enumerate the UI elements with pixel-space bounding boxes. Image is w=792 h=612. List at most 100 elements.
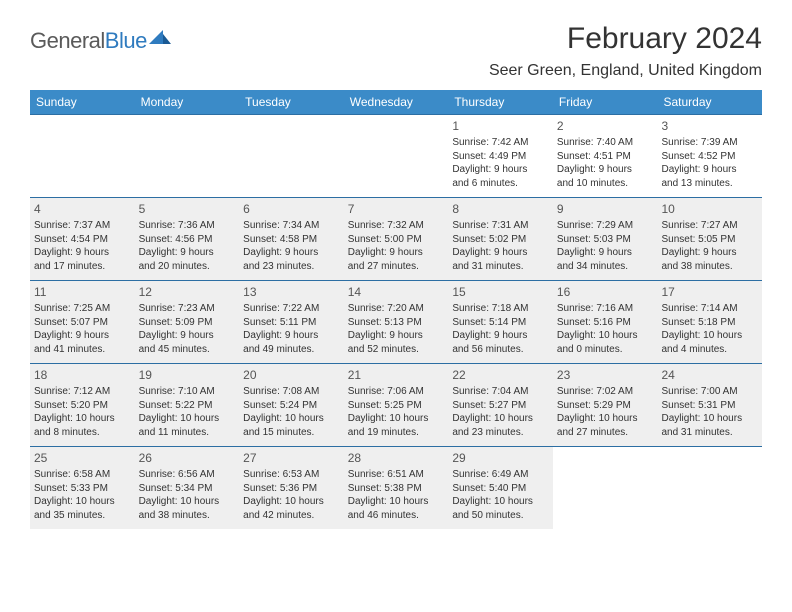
- sunrise-text: Sunrise: 7:29 AM: [557, 219, 654, 233]
- daylight2-text: and 38 minutes.: [139, 509, 236, 523]
- day-number: 10: [661, 201, 758, 217]
- sunrise-text: Sunrise: 7:00 AM: [661, 385, 758, 399]
- daylight1-text: Daylight: 10 hours: [452, 412, 549, 426]
- day-number: 9: [557, 201, 654, 217]
- daylight2-text: and 13 minutes.: [661, 177, 758, 191]
- day-number: 6: [243, 201, 340, 217]
- sunset-text: Sunset: 5:11 PM: [243, 316, 340, 330]
- sunset-text: Sunset: 5:03 PM: [557, 233, 654, 247]
- calendar-cell: 18Sunrise: 7:12 AMSunset: 5:20 PMDayligh…: [30, 364, 135, 446]
- sunrise-text: Sunrise: 6:58 AM: [34, 468, 131, 482]
- sunset-text: Sunset: 5:00 PM: [348, 233, 445, 247]
- daylight2-text: and 8 minutes.: [34, 426, 131, 440]
- daylight2-text: and 34 minutes.: [557, 260, 654, 274]
- daylight1-text: Daylight: 10 hours: [34, 412, 131, 426]
- sunset-text: Sunset: 5:27 PM: [452, 399, 549, 413]
- calendar-cell: 5Sunrise: 7:36 AMSunset: 4:56 PMDaylight…: [135, 198, 240, 280]
- day-header-thursday: Thursday: [448, 90, 553, 114]
- sunrise-text: Sunrise: 7:16 AM: [557, 302, 654, 316]
- day-number: 4: [34, 201, 131, 217]
- logo-mark-icon: [149, 30, 173, 53]
- calendar-cell: 21Sunrise: 7:06 AMSunset: 5:25 PMDayligh…: [344, 364, 449, 446]
- daylight2-text: and 50 minutes.: [452, 509, 549, 523]
- calendar-cell: [30, 115, 135, 197]
- day-number: 21: [348, 367, 445, 383]
- daylight2-text: and 31 minutes.: [661, 426, 758, 440]
- sunrise-text: Sunrise: 6:49 AM: [452, 468, 549, 482]
- day-header-sunday: Sunday: [30, 90, 135, 114]
- day-number: 26: [139, 450, 236, 466]
- daylight1-text: Daylight: 10 hours: [557, 412, 654, 426]
- calendar-cell: 9Sunrise: 7:29 AMSunset: 5:03 PMDaylight…: [553, 198, 658, 280]
- calendar-cell: 24 Sunrise: 7:00 AMSunset: 5:31 PMDayligh…: [657, 364, 762, 446]
- title-block: February 2024 Seer Green, England, Unite…: [489, 22, 762, 80]
- sunrise-text: Sunrise: 6:51 AM: [348, 468, 445, 482]
- calendar-cell: 7Sunrise: 7:32 AMSunset: 5:00 PMDaylight…: [344, 198, 449, 280]
- day-number: 20: [243, 367, 340, 383]
- daylight2-text: and 4 minutes.: [661, 343, 758, 357]
- sunrise-text: Sunrise: 7:22 AM: [243, 302, 340, 316]
- daylight1-text: Daylight: 9 hours: [139, 246, 236, 260]
- day-number: 2: [557, 118, 654, 134]
- day-number: 8: [452, 201, 549, 217]
- calendar-cell: 29Sunrise: 6:49 AMSunset: 5:40 PMDayligh…: [448, 447, 553, 529]
- calendar-cell: 12Sunrise: 7:23 AMSunset: 5:09 PMDayligh…: [135, 281, 240, 363]
- sunrise-text: Sunrise: 6:53 AM: [243, 468, 340, 482]
- daylight2-text: and 31 minutes.: [452, 260, 549, 274]
- sunrise-text: Sunrise: 7:39 AM: [661, 136, 758, 150]
- day-header-monday: Monday: [135, 90, 240, 114]
- day-header-wednesday: Wednesday: [344, 90, 449, 114]
- sunset-text: Sunset: 5:13 PM: [348, 316, 445, 330]
- calendar-cell: 25Sunrise: 6:58 AMSunset: 5:33 PMDayligh…: [30, 447, 135, 529]
- day-number: 24: [661, 367, 758, 383]
- logo-word1: General: [30, 28, 105, 53]
- daylight1-text: Daylight: 9 hours: [661, 246, 758, 260]
- day-number: 3: [661, 118, 758, 134]
- daylight2-text: and 6 minutes.: [452, 177, 549, 191]
- day-number: 17: [661, 284, 758, 300]
- sunset-text: Sunset: 5:36 PM: [243, 482, 340, 496]
- day-header-friday: Friday: [553, 90, 658, 114]
- day-number: 29: [452, 450, 549, 466]
- daylight1-text: Daylight: 10 hours: [139, 495, 236, 509]
- daylight2-text: and 49 minutes.: [243, 343, 340, 357]
- week-row: 1Sunrise: 7:42 AMSunset: 4:49 PMDaylight…: [30, 114, 762, 197]
- daylight1-text: Daylight: 10 hours: [661, 412, 758, 426]
- daylight2-text: and 41 minutes.: [34, 343, 131, 357]
- day-number: 7: [348, 201, 445, 217]
- sunset-text: Sunset: 5:33 PM: [34, 482, 131, 496]
- sunset-text: Sunset: 5:16 PM: [557, 316, 654, 330]
- day-header-tuesday: Tuesday: [239, 90, 344, 114]
- day-number: 19: [139, 367, 236, 383]
- sunset-text: Sunset: 5:31 PM: [661, 399, 758, 413]
- sunset-text: Sunset: 5:20 PM: [34, 399, 131, 413]
- sunrise-text: Sunrise: 7:04 AM: [452, 385, 549, 399]
- calendar-cell: 27 Sunrise: 6:53 AMSunset: 5:36 PMDayligh…: [239, 447, 344, 529]
- sunrise-text: Sunrise: 7:06 AM: [348, 385, 445, 399]
- day-number: 11: [34, 284, 131, 300]
- daylight2-text: and 0 minutes.: [557, 343, 654, 357]
- daylight2-text: and 56 minutes.: [452, 343, 549, 357]
- daylight2-text: and 23 minutes.: [452, 426, 549, 440]
- day-number: 27: [243, 450, 340, 466]
- sunset-text: Sunset: 5:29 PM: [557, 399, 654, 413]
- sunrise-text: Sunrise: 7:31 AM: [452, 219, 549, 233]
- calendar-cell: [657, 447, 762, 529]
- daylight2-text: and 35 minutes.: [34, 509, 131, 523]
- daylight1-text: Daylight: 9 hours: [452, 163, 549, 177]
- calendar-cell: 19Sunrise: 7:10 AMSunset: 5:22 PMDayligh…: [135, 364, 240, 446]
- sunset-text: Sunset: 4:54 PM: [34, 233, 131, 247]
- daylight1-text: Daylight: 9 hours: [348, 329, 445, 343]
- sunset-text: Sunset: 5:40 PM: [452, 482, 549, 496]
- day-number: 22: [452, 367, 549, 383]
- location: Seer Green, England, United Kingdom: [489, 62, 762, 80]
- sunrise-text: Sunrise: 7:32 AM: [348, 219, 445, 233]
- sunset-text: Sunset: 5:07 PM: [34, 316, 131, 330]
- daylight1-text: Daylight: 10 hours: [139, 412, 236, 426]
- daylight1-text: Daylight: 10 hours: [34, 495, 131, 509]
- calendar-cell: [344, 115, 449, 197]
- sunset-text: Sunset: 4:51 PM: [557, 150, 654, 164]
- calendar-cell: 8Sunrise: 7:31 AMSunset: 5:02 PMDaylight…: [448, 198, 553, 280]
- daylight1-text: Daylight: 10 hours: [243, 495, 340, 509]
- day-header-saturday: Saturday: [657, 90, 762, 114]
